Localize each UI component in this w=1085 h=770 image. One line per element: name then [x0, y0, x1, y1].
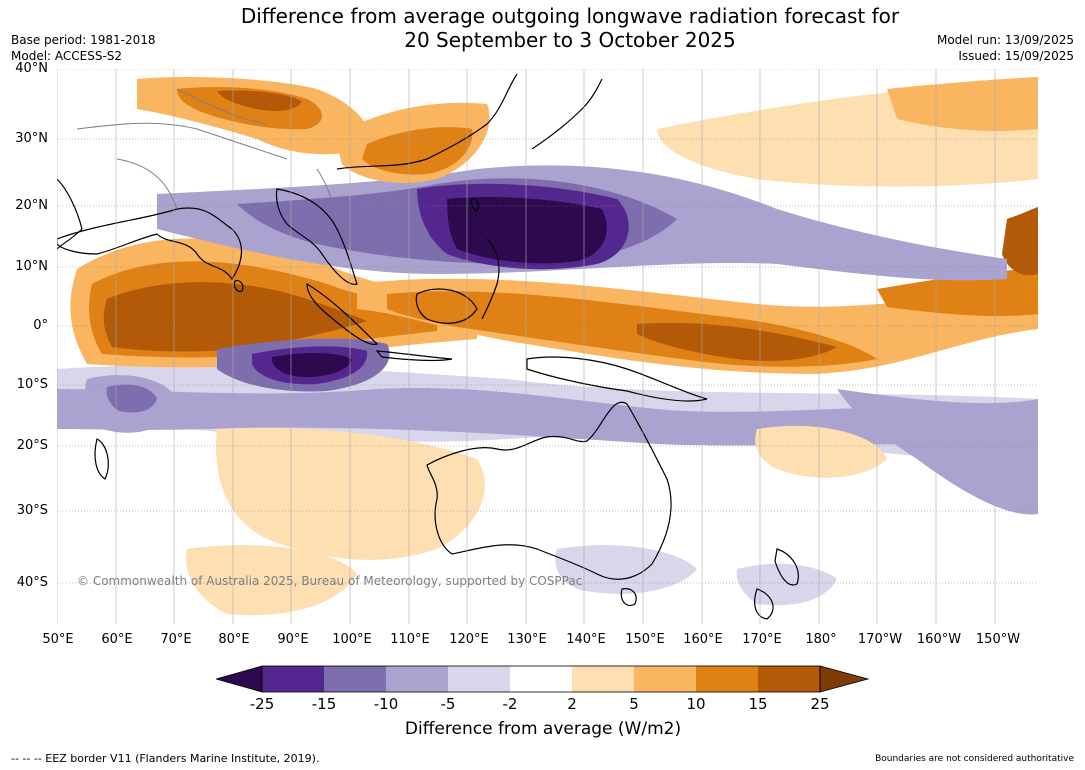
colorbar [216, 665, 870, 693]
lon-label-80e: 80°E [218, 632, 250, 647]
lat-label-30n: 30°N [15, 131, 48, 146]
issued-date: Issued: 15/09/2025 [958, 49, 1074, 63]
base-period: Base period: 1981-2018 [11, 33, 156, 47]
colorbar-segment-1 [262, 666, 324, 692]
colorbar-tick-3: -10 [373, 695, 399, 713]
lon-label-100e: 100°E [332, 632, 372, 647]
lat-label-10n: 10°N [15, 259, 48, 274]
forecast-map [57, 69, 1038, 624]
lon-label-180: 180° [805, 632, 837, 647]
copyright-notice: © Commonwealth of Australia 2025, Bureau… [77, 574, 583, 588]
run-info: Model run: 13/09/2025 Issued: 15/09/2025 [937, 32, 1074, 64]
lat-label-30s: 30°S [16, 503, 48, 518]
lon-label-170e: 170°E [742, 632, 782, 647]
lat-label-40s: 40°S [16, 575, 48, 590]
colorbar-low-extend [216, 665, 263, 693]
colorbar-segment-8 [696, 666, 758, 692]
colorbar-segment-7 [634, 666, 696, 692]
lon-label-150e: 150°E [625, 632, 665, 647]
colorbar-tick-1: -25 [249, 695, 275, 713]
colorbar-tick-9: 15 [748, 695, 768, 713]
colorbar-tick-8: 10 [686, 695, 706, 713]
lat-label-equator: 0° [33, 318, 48, 333]
colorbar-segment-9 [758, 666, 820, 692]
title-line-1: Difference from average outgoing longwav… [240, 4, 900, 28]
eez-note: -- -- -- EEZ border V11 (Flanders Marine… [11, 752, 320, 765]
colorbar-title: Difference from average (W/m2) [404, 719, 682, 739]
colorbar-tick-10: 25 [810, 695, 830, 713]
lon-label-160e: 160°E [683, 632, 723, 647]
colorbar-segment-2 [324, 666, 386, 692]
colorbar-segment-6 [572, 666, 634, 692]
colorbar-segment-4 [448, 666, 510, 692]
lat-label-10s: 10°S [16, 377, 48, 392]
meridians [57, 69, 996, 624]
colorbar-high-extend [819, 665, 870, 693]
colorbar-tick-5: -2 [502, 695, 518, 713]
anomaly-shading [57, 69, 1038, 624]
colorbar-tick-2: -15 [311, 695, 337, 713]
colorbar-tick-6: 2 [567, 695, 577, 713]
lon-label-90e: 90°E [277, 632, 309, 647]
lon-label-120e: 120°E [449, 632, 489, 647]
lon-label-70e: 70°E [160, 632, 192, 647]
model-name: Model: ACCESS-S2 [11, 49, 123, 63]
lat-label-40n: 40°N [15, 61, 48, 76]
map-title: Difference from average outgoing longwav… [170, 4, 970, 52]
lon-label-130e: 130°E [507, 632, 547, 647]
model-info: Base period: 1981-2018 Model: ACCESS-S2 [11, 32, 156, 64]
colorbar-tick-4: -5 [440, 695, 456, 713]
lat-label-20s: 20°S [16, 438, 48, 453]
lon-label-60e: 60°E [101, 632, 133, 647]
lon-label-50e: 50°E [42, 632, 74, 647]
lon-label-170w: 170°W [857, 632, 903, 647]
model-run: Model run: 13/09/2025 [936, 33, 1074, 47]
title-line-2: 20 September to 3 October 2025 [404, 28, 736, 52]
lon-label-110e: 110°E [390, 632, 430, 647]
lon-label-150w: 150°W [975, 632, 1021, 647]
lon-label-160w: 160°W [916, 632, 962, 647]
colorbar-segment-3 [386, 666, 448, 692]
colorbar-segment-5 [510, 666, 572, 692]
colorbar-tick-7: 5 [629, 695, 639, 713]
coastlines [57, 73, 799, 620]
lat-label-20n: 20°N [15, 198, 48, 213]
boundary-disclaimer: Boundaries are not considered authoritat… [875, 754, 1074, 764]
lon-label-140e: 140°E [566, 632, 606, 647]
